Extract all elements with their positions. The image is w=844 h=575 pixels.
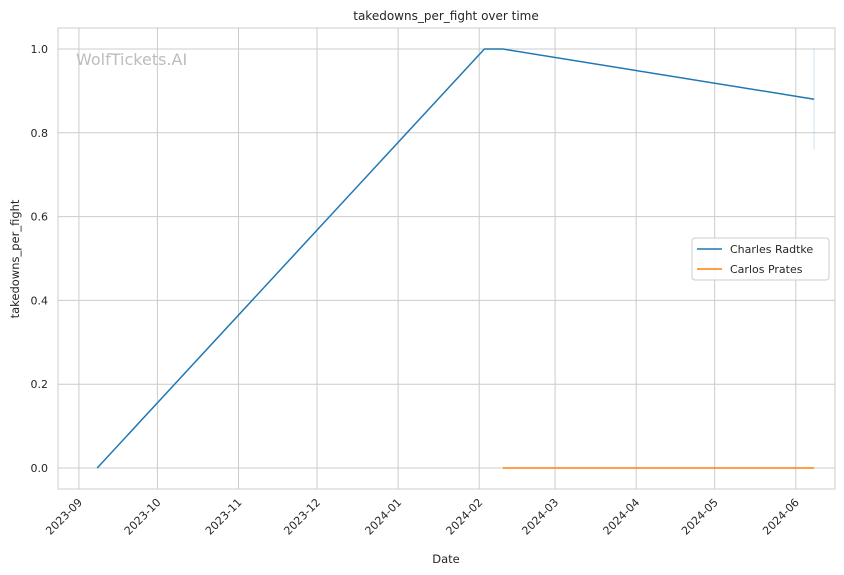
legend-label: Charles Radtke xyxy=(730,243,813,256)
legend-box xyxy=(691,237,830,281)
y-tick-labels: 0.0 0.2 0.4 0.6 0.8 1.0 xyxy=(31,43,49,475)
y-tick-label: 0.4 xyxy=(31,294,49,307)
legend: Charles Radtke Carlos Prates xyxy=(691,237,830,281)
plot-area-frame xyxy=(57,27,836,490)
y-tick-label: 0.6 xyxy=(31,211,49,224)
y-tick-label: 0.0 xyxy=(31,462,49,475)
x-axis-title: Date xyxy=(432,552,460,566)
y-tick-label: 0.8 xyxy=(31,127,49,140)
series-line-0 xyxy=(96,48,815,469)
y-tick-label: 0.2 xyxy=(31,378,49,391)
watermark: WolfTickets.AI xyxy=(76,50,187,69)
series-layer xyxy=(96,48,815,469)
chart-title: takedowns_per_fight over time xyxy=(353,9,539,23)
legend-label: Carlos Prates xyxy=(730,263,803,276)
y-tick-label: 1.0 xyxy=(31,43,49,56)
y-axis-title: takedowns_per_fight xyxy=(8,199,22,318)
